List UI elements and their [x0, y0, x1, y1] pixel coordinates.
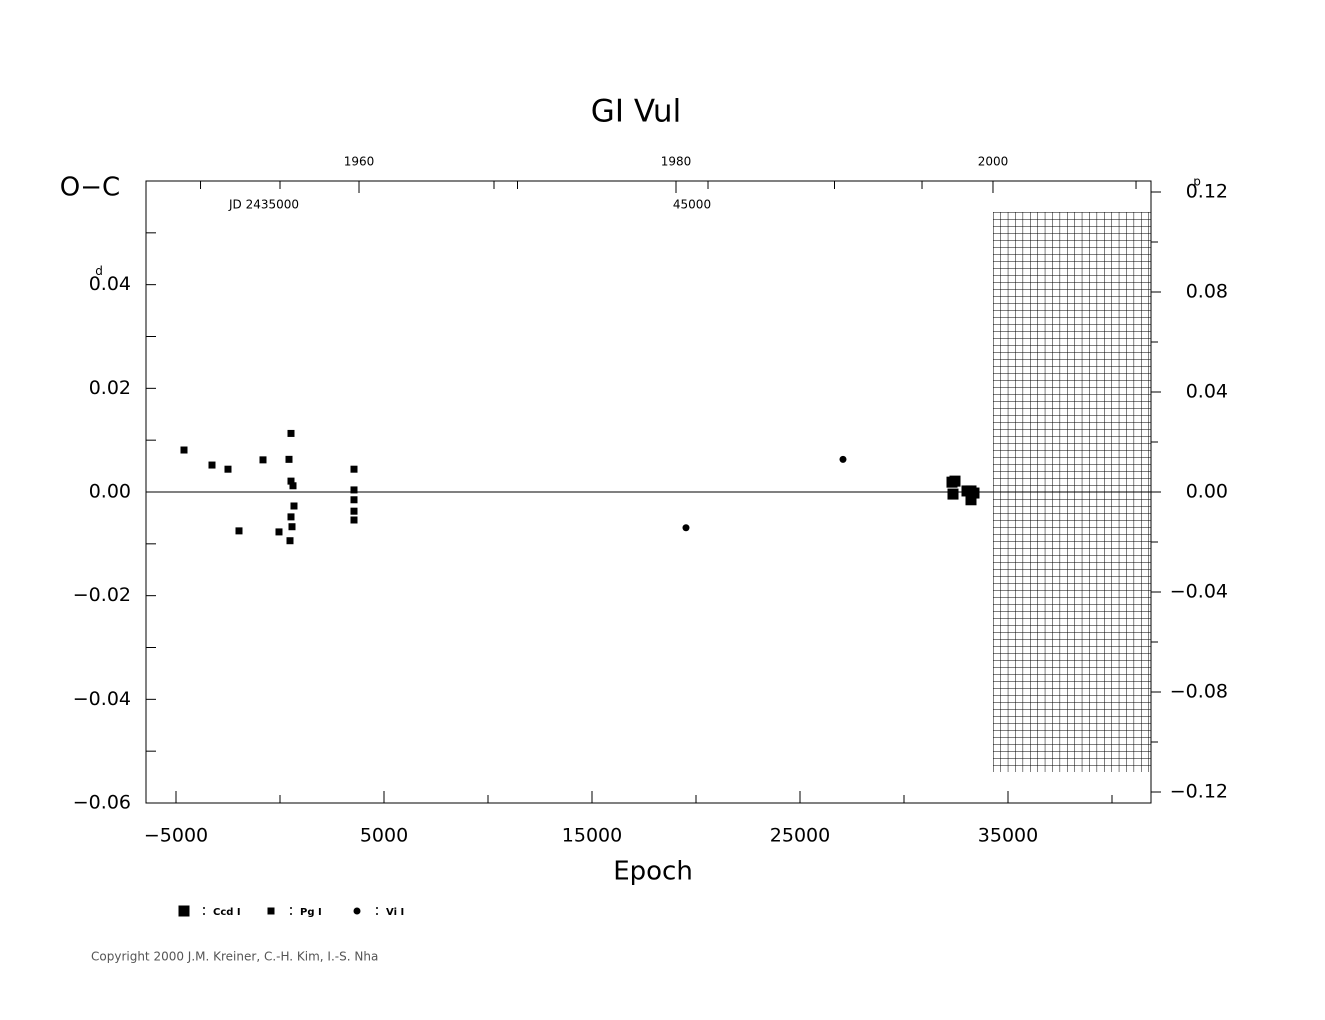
y-axis-label: O−C: [60, 173, 120, 203]
point: [235, 527, 243, 535]
y2-tick-label: −0.08: [1170, 681, 1228, 703]
y2-unit: p: [1193, 175, 1201, 189]
y2-tick-label: 0.00: [1186, 481, 1228, 503]
y2-tick-label: 0.08: [1186, 281, 1228, 303]
y-tick-label: 0.00: [89, 481, 131, 503]
jd-tick-label: 45000: [673, 198, 711, 212]
legend-marker: [353, 907, 361, 915]
y2-tick-label: 0.04: [1186, 381, 1228, 403]
x-tick-label: 25000: [770, 825, 830, 847]
point: [350, 486, 358, 494]
point: [350, 507, 358, 515]
point: [350, 465, 358, 473]
point: [682, 524, 690, 532]
point: [965, 494, 977, 506]
legend-colon: [290, 907, 292, 909]
point: [839, 455, 847, 463]
y-tick-label: 0.04: [89, 273, 131, 295]
point: [289, 482, 297, 490]
x-tick-label: −5000: [144, 825, 208, 847]
point: [350, 496, 358, 504]
point: [287, 513, 295, 521]
point: [350, 516, 358, 524]
x-tick-label: 5000: [360, 825, 408, 847]
point: [968, 487, 980, 499]
y2-tick-label: −0.04: [1170, 581, 1228, 603]
legend-label: Vi I: [386, 907, 404, 918]
legend-label: Pg I: [300, 907, 322, 918]
point: [208, 461, 216, 469]
point: [259, 456, 267, 464]
legend-marker: [267, 907, 275, 915]
point: [949, 475, 961, 487]
year-tick-label: 2000: [978, 155, 1009, 169]
legend-colon: [203, 913, 205, 915]
year-tick-label: 1980: [661, 155, 692, 169]
legend-colon: [290, 913, 292, 915]
point: [287, 477, 295, 485]
y-tick-label: −0.02: [73, 584, 131, 606]
y2-tick-label: −0.12: [1170, 781, 1228, 803]
point: [224, 465, 232, 473]
y-tick-label: −0.06: [73, 792, 131, 814]
chart-title: GI Vul: [591, 94, 681, 130]
point: [286, 537, 294, 545]
point: [947, 488, 959, 500]
point: [287, 429, 295, 437]
point: [290, 502, 298, 510]
x-tick-label: 15000: [562, 825, 622, 847]
legend-label: Ccd I: [213, 907, 241, 918]
y2-tick-label: 0.12: [1186, 181, 1228, 203]
point: [288, 523, 296, 531]
legend-colon: [376, 907, 378, 909]
legend-marker: [178, 905, 190, 917]
point: [180, 446, 188, 454]
legend-colon: [376, 913, 378, 915]
year-tick-label: 1960: [344, 155, 375, 169]
copyright: Copyright 2000 J.M. Kreiner, C.-H. Kim, …: [91, 950, 378, 964]
y-tick-label: −0.04: [73, 688, 131, 710]
y-tick-label: 0.02: [89, 377, 131, 399]
point: [275, 528, 283, 536]
y-unit: d: [95, 264, 103, 278]
legend-colon: [203, 907, 205, 909]
x-axis-label: Epoch: [613, 857, 693, 887]
jd-tick-label: JD 2435000: [228, 198, 299, 212]
x-tick-label: 35000: [978, 825, 1038, 847]
point: [285, 455, 293, 463]
